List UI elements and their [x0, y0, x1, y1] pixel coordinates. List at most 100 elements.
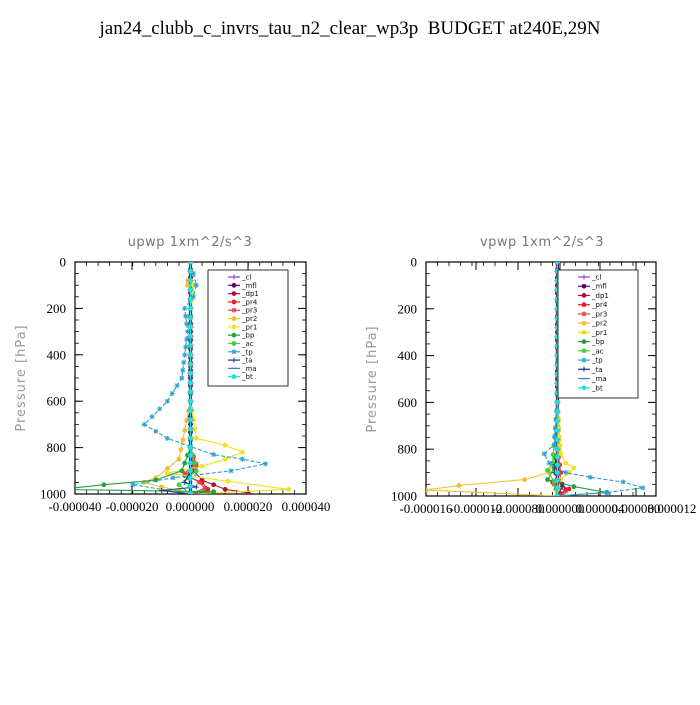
- legend-label: _pr4: [241, 298, 258, 306]
- data-point: [196, 479, 202, 485]
- legend-label: _pr1: [591, 329, 607, 337]
- legend-label: _ac: [241, 340, 254, 348]
- data-point: [188, 398, 193, 404]
- data-point: [188, 491, 193, 494]
- data-point: [182, 305, 188, 311]
- data-point: [541, 451, 547, 457]
- data-point: [188, 417, 193, 423]
- data-point: [563, 460, 569, 466]
- data-point: [555, 477, 560, 483]
- data-point: [202, 485, 208, 491]
- legend-label: _pr3: [241, 307, 257, 315]
- legend-marker: [581, 329, 587, 335]
- data-point: [184, 336, 190, 342]
- data-point: [188, 268, 193, 274]
- data-point: [552, 433, 558, 439]
- data-point: [555, 409, 560, 415]
- data-point: [211, 452, 217, 458]
- data-point: [426, 487, 429, 493]
- data-point: [176, 482, 182, 488]
- data-point: [555, 399, 560, 405]
- data-point: [456, 483, 462, 488]
- data-point: [222, 486, 228, 492]
- panel-title: upwp 1xm^2/s^3: [128, 235, 253, 250]
- data-point: [181, 360, 187, 366]
- legend-marker: [231, 374, 237, 380]
- data-point: [587, 474, 593, 480]
- data-point: [180, 367, 186, 373]
- legend-label: _mfl: [241, 282, 257, 290]
- data-point: [188, 296, 193, 302]
- data-point: [169, 390, 175, 396]
- data-point: [188, 445, 193, 451]
- data-point: [555, 446, 560, 452]
- legend-label: _mfl: [591, 283, 607, 291]
- data-point: [188, 333, 193, 339]
- data-point: [225, 478, 231, 484]
- legend-marker: [581, 283, 587, 289]
- data-point: [164, 470, 170, 476]
- data-point: [571, 484, 577, 490]
- legend-label: _tp: [591, 357, 603, 365]
- y-tick-label: 600: [47, 394, 67, 409]
- data-point: [558, 451, 564, 457]
- data-point: [193, 282, 199, 288]
- legend-marker: [231, 291, 237, 297]
- y-tick-label: 400: [398, 348, 418, 363]
- legend-marker: [581, 339, 587, 345]
- data-point: [199, 463, 205, 469]
- data-point: [149, 414, 155, 420]
- data-point: [188, 468, 193, 474]
- data-point: [193, 484, 199, 490]
- panel-1: upwp 1xm^2/s^3 Pressure [hPa] 0 200 400 600 80…: [14, 235, 330, 514]
- data-point: [164, 398, 170, 404]
- data-point: [559, 484, 565, 490]
- legend-label: _ac: [591, 347, 604, 355]
- data-point: [182, 479, 188, 485]
- legend-marker: [581, 274, 587, 280]
- data-point: [211, 482, 217, 488]
- data-point: [188, 460, 193, 466]
- y-tick-label: 200: [398, 301, 418, 316]
- data-point: [571, 465, 577, 471]
- data-point: [263, 461, 269, 467]
- legend-label: _dp1: [591, 292, 609, 300]
- data-point: [193, 435, 199, 441]
- data-point: [620, 479, 626, 485]
- data-point: [552, 425, 558, 431]
- data-point: [522, 477, 527, 483]
- legend-marker: [231, 299, 237, 305]
- data-point: [239, 456, 245, 462]
- data-point: [141, 421, 147, 427]
- legend-marker: [231, 357, 237, 363]
- data-point: [188, 435, 193, 441]
- data-point: [240, 449, 245, 455]
- x-tick-label: -0.000020: [105, 499, 158, 514]
- data-point: [604, 489, 610, 495]
- data-point: [555, 418, 560, 424]
- legend-label: _dp1: [241, 290, 259, 298]
- x-tick-label: 0.000040: [282, 499, 331, 514]
- data-point: [211, 489, 216, 494]
- data-point: [185, 329, 191, 335]
- data-point: [188, 452, 193, 458]
- data-point: [188, 483, 193, 489]
- data-point: [178, 447, 184, 452]
- data-point: [182, 427, 188, 433]
- x-tick-label: 0.000080: [612, 501, 661, 516]
- data-point: [188, 278, 193, 283]
- legend-label: _ta: [241, 357, 253, 365]
- legend-marker: [581, 320, 587, 326]
- legend-marker: [231, 316, 237, 321]
- data-point: [555, 485, 560, 491]
- data-point: [183, 313, 189, 319]
- data-point: [183, 344, 189, 350]
- legend-box: [557, 269, 639, 399]
- data-point: [188, 370, 193, 376]
- x-tick-label: -0.000080: [491, 501, 544, 516]
- legend-label: _pr2: [241, 315, 257, 323]
- x-tick-label: 0.000012: [648, 501, 697, 516]
- legend-label: _ma: [241, 365, 257, 373]
